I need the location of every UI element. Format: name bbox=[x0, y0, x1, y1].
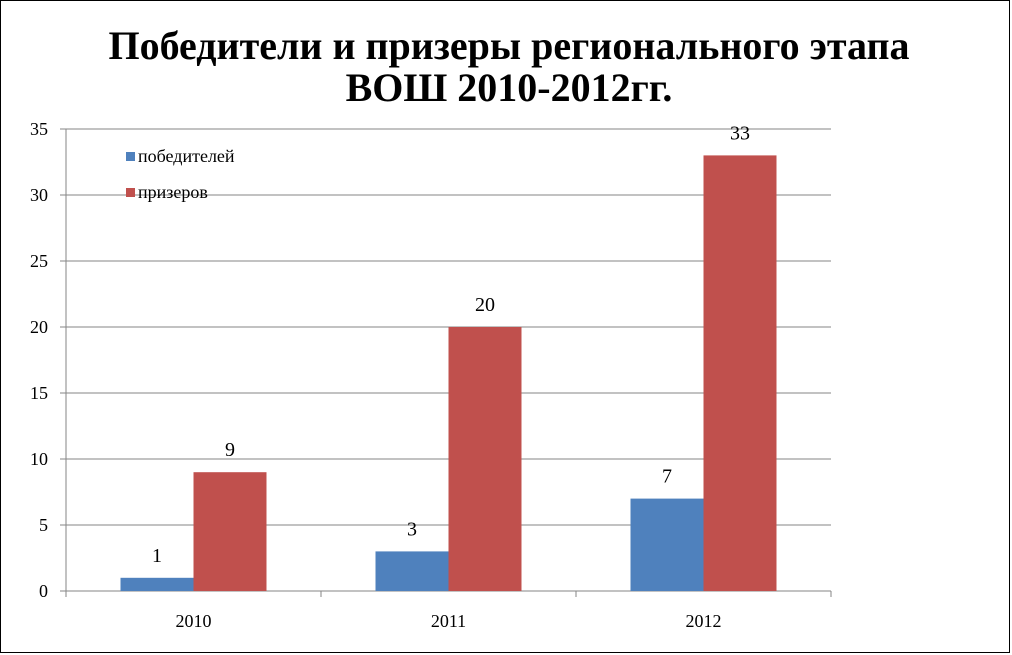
data-label: 1 bbox=[152, 545, 162, 567]
bar-winners bbox=[120, 577, 194, 591]
bar-prizewinners bbox=[193, 472, 267, 591]
y-tick-label: 20 bbox=[30, 317, 48, 337]
x-tick-label: 2012 bbox=[686, 611, 722, 631]
tick-labels: 0 5 10 15 20 25 30 35 2010 2011 2012 bbox=[30, 119, 722, 631]
bar-winners bbox=[630, 498, 704, 591]
legend-label: победителей bbox=[138, 146, 235, 166]
bar-prizewinners bbox=[703, 155, 777, 591]
data-label: 7 bbox=[662, 466, 672, 488]
x-tick-label: 2010 bbox=[176, 611, 212, 631]
chart-title: Победители и призеры регионального этапа… bbox=[108, 23, 909, 110]
data-label: 20 bbox=[475, 294, 495, 316]
data-label: 33 bbox=[730, 122, 750, 144]
y-tick-label: 0 bbox=[39, 581, 48, 601]
bar-winners bbox=[375, 551, 449, 591]
y-tick-label: 35 bbox=[30, 119, 48, 139]
data-label: 9 bbox=[225, 439, 235, 461]
data-label: 3 bbox=[407, 518, 417, 540]
x-tick-label: 2011 bbox=[431, 611, 466, 631]
y-tick-label: 30 bbox=[30, 185, 48, 205]
chart-title-line-1: Победители и призеры регионального этапа bbox=[108, 23, 909, 68]
y-tick-label: 15 bbox=[30, 383, 48, 403]
y-tick-label: 5 bbox=[39, 515, 48, 535]
legend-label: призеров bbox=[138, 182, 208, 202]
y-tick-label: 10 bbox=[30, 449, 48, 469]
data-labels: 1 9 3 20 7 33 bbox=[152, 122, 750, 566]
chart-title-line-2: ВОШ 2010-2012гг. bbox=[346, 65, 673, 110]
y-tick-label: 25 bbox=[30, 251, 48, 271]
bar-prizewinners bbox=[448, 327, 522, 591]
legend-swatch bbox=[126, 152, 135, 161]
legend-swatch bbox=[126, 188, 135, 197]
bars bbox=[120, 155, 777, 591]
legend: победителей призеров bbox=[126, 146, 235, 202]
